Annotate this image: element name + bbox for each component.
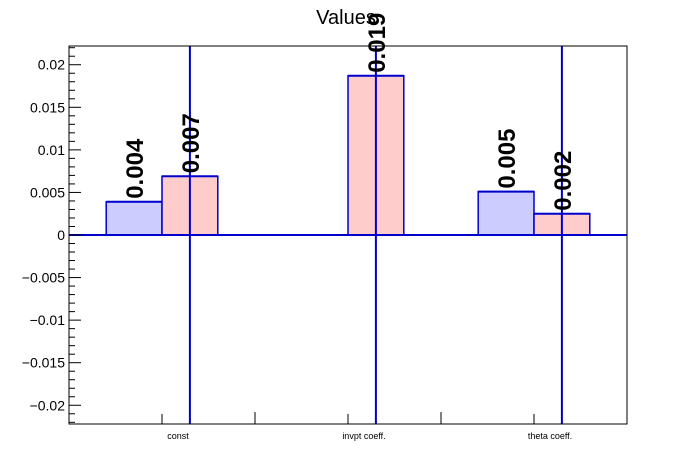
axes-layer xyxy=(68,45,628,425)
bar-value-label: 0.005 xyxy=(494,129,521,189)
y-tick-label: 0.02 xyxy=(38,57,65,73)
y-tick-label: 0.015 xyxy=(30,99,65,115)
bar-value-label: 0.002 xyxy=(550,151,577,211)
y-tick-label: −0.005 xyxy=(22,270,65,286)
bar-value-label: 0.019 xyxy=(364,13,391,73)
y-tick-label: 0 xyxy=(57,227,65,243)
bar xyxy=(105,201,163,236)
chart-title: Values xyxy=(316,7,376,29)
bar xyxy=(477,190,535,236)
y-tick-label: −0.015 xyxy=(22,355,65,371)
labels-layer: 0.004 0.005 0.007 0.019 0.002 0.02 0.015 0.01 0.… xyxy=(22,13,577,441)
bar-value-label: 0.004 xyxy=(122,138,149,199)
y-tick-label: 0.005 xyxy=(30,184,65,200)
y-tick-label: −0.02 xyxy=(30,397,66,413)
bar-value-label: 0.007 xyxy=(178,113,205,173)
category-label: theta coeff. xyxy=(528,431,572,441)
lines-layer xyxy=(69,46,627,424)
category-label: invpt coeff. xyxy=(342,431,385,441)
category-label: const xyxy=(167,431,189,441)
y-tick-label: 0.01 xyxy=(38,142,65,158)
y-tick-label: −0.01 xyxy=(30,312,66,328)
